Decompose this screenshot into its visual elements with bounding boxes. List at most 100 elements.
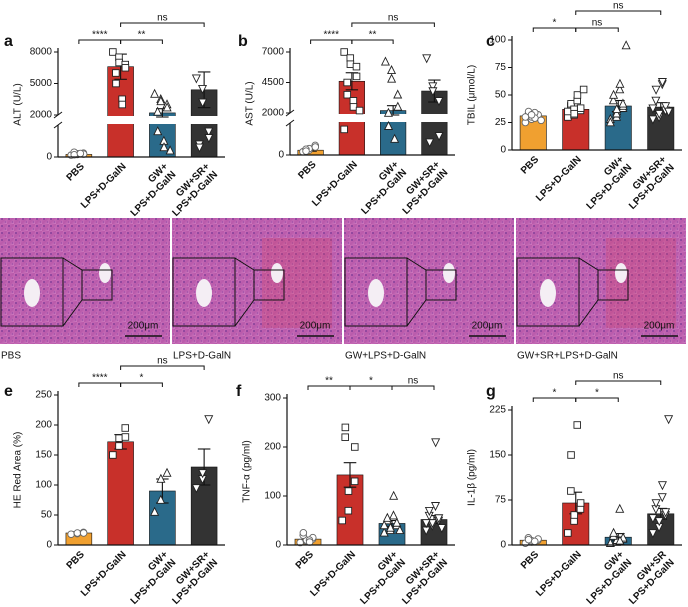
data-point [576,499,585,507]
y-axis-label: TNF-α (pg/ml) [242,440,253,502]
data-point [343,78,351,87]
y-tick-label: 2000 [30,110,53,121]
caption: GW+LPS+D-GalN [345,351,426,362]
data-point [434,132,444,142]
x-tick-label: LPS+D-GalN [308,549,358,599]
zoom-line [62,299,83,327]
data-point [648,529,658,539]
zoom-line [578,257,599,271]
vessel [615,263,627,283]
y-tick-label: 0 [275,540,281,551]
scale-bar-label: 200μm [128,321,159,332]
vessel [443,263,455,283]
data-point [609,527,619,537]
data-point [661,102,671,112]
x-tick-label: PBS [519,154,542,177]
panel-letter: e [4,383,13,400]
data-point [384,120,394,130]
data-point [156,473,166,483]
caption: LPS+D-GalN [173,351,231,362]
data-point [341,423,350,432]
inset-vessel [540,279,556,307]
data-point [115,434,123,442]
data-point [204,415,214,425]
data-point [385,522,396,532]
data-point [341,433,349,441]
data-point [338,516,346,525]
data-point [197,85,208,95]
data-point [648,115,658,125]
data-point [198,98,208,108]
scale-bar-label: 200μm [300,321,331,332]
panel-letter: b [238,33,248,50]
data-point [521,113,530,121]
data-point [79,529,88,537]
data-point [437,524,447,534]
y-tick-label: 100 [35,480,52,491]
y-tick-label: 75 [495,495,507,506]
panel-letter: a [4,33,13,50]
y-axis-label: TBIL (μmol/L) [467,65,478,125]
data-point [570,109,579,118]
y-tick-label: 8000 [30,47,53,58]
data-point [340,48,348,56]
data-point [393,89,403,99]
data-point [112,69,120,77]
data-point [657,481,667,491]
data-point [153,126,163,136]
y-tick-label: 0 [46,152,52,163]
data-point [162,102,172,112]
data-point [344,506,353,515]
data-point [153,106,163,116]
data-point [567,487,575,495]
data-point [648,104,658,114]
y-tick-label: 0 [278,150,284,161]
zoom-line [62,257,83,271]
data-point [150,506,160,516]
y-tick-label: 100 [489,35,506,46]
zoom-line [234,257,255,271]
data-point [389,490,399,500]
significance-bracket [575,27,619,32]
bar [107,66,134,158]
data-point [76,149,85,158]
axis-break-mark [53,111,63,129]
data-point [576,104,585,112]
hemorrhage [606,238,676,328]
data-point [428,87,438,97]
inset-vessel [196,279,212,307]
y-tick-label: 50 [41,510,53,521]
significance-bracket [351,39,394,44]
significance-label: * [553,18,557,29]
data-point [424,506,434,517]
zoom-line [578,299,599,327]
y-tick-label: 300 [264,393,281,404]
data-point [621,40,631,50]
significance-bracket [575,10,662,15]
significance-label: * [140,373,144,384]
significance-label: ** [325,376,333,387]
significance-label: * [553,388,557,399]
data-point [380,56,390,66]
significance-bracket [120,365,205,370]
y-tick-label: 0 [500,540,506,551]
data-point [657,78,667,88]
data-point [156,96,166,106]
significance-label: ns [157,356,168,367]
data-point [191,74,201,84]
data-point [564,529,572,537]
data-point [349,97,358,105]
data-point [352,62,361,71]
data-point [428,82,438,92]
data-point [121,424,130,432]
data-point [661,508,671,518]
data-point [299,529,308,537]
data-point [159,142,169,152]
data-point [387,73,397,83]
y-tick-label: 2000 [262,108,285,119]
significance-label: * [369,376,373,387]
